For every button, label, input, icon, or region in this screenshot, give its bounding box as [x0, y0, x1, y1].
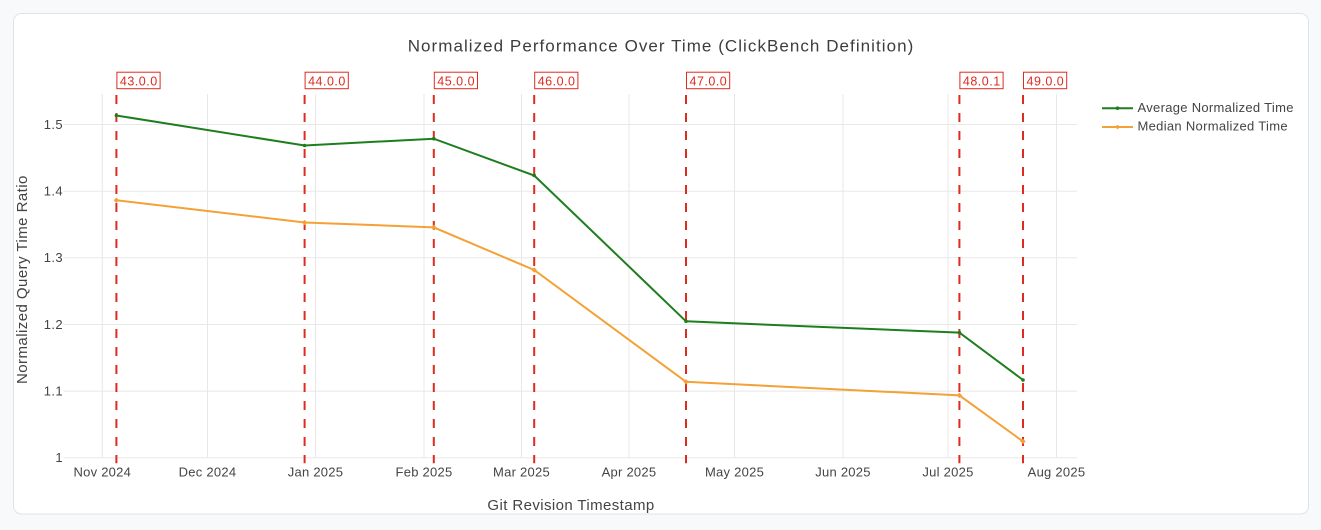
svg-text:Average Normalized Time: Average Normalized Time — [1138, 100, 1294, 115]
svg-text:1: 1 — [55, 450, 63, 465]
svg-text:Nov 2024: Nov 2024 — [73, 465, 131, 480]
svg-text:Jul 2025: Jul 2025 — [922, 465, 973, 480]
svg-text:May 2025: May 2025 — [705, 465, 764, 480]
svg-text:1.5: 1.5 — [44, 117, 63, 132]
svg-text:47.0.0: 47.0.0 — [690, 75, 728, 89]
svg-text:Mar 2025: Mar 2025 — [493, 465, 550, 480]
svg-text:1.2: 1.2 — [44, 317, 63, 332]
svg-text:Jan 2025: Jan 2025 — [288, 465, 344, 480]
svg-text:48.0.1: 48.0.1 — [963, 75, 1001, 89]
svg-text:49.0.0: 49.0.0 — [1027, 75, 1065, 89]
svg-text:Git Revision Timestamp: Git Revision Timestamp — [487, 497, 654, 514]
svg-text:1.1: 1.1 — [44, 384, 63, 399]
svg-text:Dec 2024: Dec 2024 — [179, 465, 237, 480]
svg-text:Feb 2025: Feb 2025 — [396, 465, 453, 480]
svg-text:44.0.0: 44.0.0 — [308, 75, 346, 89]
svg-text:45.0.0: 45.0.0 — [437, 75, 475, 89]
svg-text:46.0.0: 46.0.0 — [538, 75, 576, 89]
svg-text:1.3: 1.3 — [44, 250, 63, 265]
svg-text:Median Normalized Time: Median Normalized Time — [1138, 119, 1288, 134]
svg-text:43.0.0: 43.0.0 — [120, 75, 158, 89]
svg-text:Aug 2025: Aug 2025 — [1028, 465, 1086, 480]
svg-text:Normalized Query Time Ratio: Normalized Query Time Ratio — [14, 175, 31, 384]
svg-text:Jun 2025: Jun 2025 — [815, 465, 871, 480]
svg-text:1.4: 1.4 — [44, 184, 63, 199]
svg-text:Apr 2025: Apr 2025 — [602, 465, 657, 480]
svg-text:Normalized Performance Over Ti: Normalized Performance Over Time (ClickB… — [408, 36, 915, 55]
